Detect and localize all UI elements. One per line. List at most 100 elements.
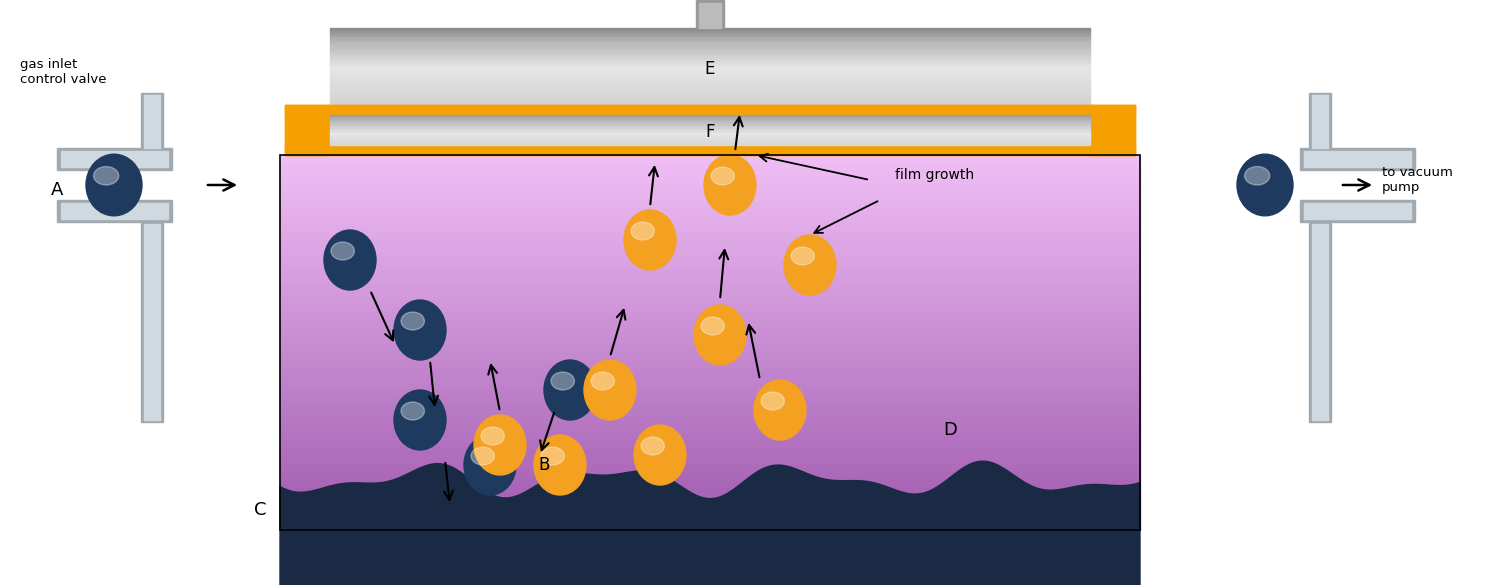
Bar: [280, 260, 1140, 264]
Bar: [330, 51, 1090, 54]
Bar: [330, 49, 1090, 51]
Ellipse shape: [584, 360, 636, 420]
Bar: [330, 30, 1090, 33]
Bar: [280, 204, 1140, 208]
Bar: [280, 170, 1140, 174]
Bar: [280, 399, 1140, 402]
Bar: [57, 148, 172, 170]
Text: B: B: [538, 456, 549, 474]
Bar: [330, 132, 1090, 133]
Bar: [280, 241, 1140, 245]
Bar: [330, 115, 1090, 116]
Bar: [1300, 148, 1414, 170]
Bar: [280, 410, 1140, 414]
Bar: [280, 331, 1140, 335]
Ellipse shape: [550, 372, 574, 390]
Ellipse shape: [704, 155, 756, 215]
Bar: [330, 140, 1090, 142]
Bar: [280, 519, 1140, 522]
Bar: [330, 129, 1090, 130]
Bar: [280, 249, 1140, 253]
Bar: [280, 511, 1140, 515]
Bar: [280, 436, 1140, 440]
Bar: [280, 380, 1140, 384]
Bar: [280, 376, 1140, 380]
Bar: [280, 429, 1140, 432]
Ellipse shape: [400, 312, 424, 330]
Ellipse shape: [542, 447, 564, 465]
Bar: [280, 504, 1140, 508]
Bar: [280, 485, 1140, 488]
Bar: [1090, 105, 1136, 155]
Bar: [330, 71, 1090, 74]
Bar: [280, 298, 1140, 301]
Bar: [280, 470, 1140, 474]
Bar: [280, 496, 1140, 500]
Bar: [280, 451, 1140, 455]
Bar: [141, 93, 164, 148]
Bar: [280, 395, 1140, 399]
Ellipse shape: [474, 415, 526, 475]
Bar: [1312, 224, 1328, 420]
Bar: [280, 448, 1140, 451]
Ellipse shape: [534, 435, 586, 495]
Bar: [280, 432, 1140, 436]
Bar: [280, 362, 1140, 365]
Ellipse shape: [700, 317, 724, 335]
Bar: [280, 526, 1140, 530]
Bar: [280, 414, 1140, 418]
Bar: [280, 166, 1140, 170]
Bar: [280, 155, 1140, 159]
Ellipse shape: [324, 230, 376, 290]
Bar: [280, 264, 1140, 267]
Bar: [280, 256, 1140, 260]
Bar: [280, 253, 1140, 256]
Bar: [330, 139, 1090, 140]
Bar: [280, 159, 1140, 163]
Bar: [280, 222, 1140, 226]
Bar: [330, 97, 1090, 100]
Text: to vacuum
pump: to vacuum pump: [1382, 166, 1454, 194]
Ellipse shape: [694, 305, 746, 365]
Bar: [280, 286, 1140, 290]
Bar: [144, 224, 160, 420]
Bar: [1312, 95, 1328, 148]
Bar: [280, 283, 1140, 286]
Bar: [280, 391, 1140, 395]
Bar: [280, 508, 1140, 511]
Ellipse shape: [784, 235, 836, 295]
Ellipse shape: [760, 392, 784, 410]
Bar: [696, 0, 724, 28]
Bar: [280, 463, 1140, 466]
Bar: [280, 309, 1140, 312]
Bar: [280, 500, 1140, 504]
Bar: [280, 493, 1140, 496]
Bar: [330, 46, 1090, 49]
Ellipse shape: [624, 210, 676, 270]
Ellipse shape: [93, 167, 118, 185]
Ellipse shape: [464, 435, 516, 495]
Bar: [330, 41, 1090, 43]
Bar: [330, 59, 1090, 61]
Bar: [280, 481, 1140, 485]
Bar: [280, 440, 1140, 444]
Bar: [330, 122, 1090, 124]
Bar: [280, 301, 1140, 305]
Ellipse shape: [790, 247, 814, 265]
Bar: [330, 133, 1090, 135]
Bar: [280, 466, 1140, 470]
Bar: [280, 294, 1140, 298]
Bar: [330, 127, 1090, 129]
Bar: [280, 219, 1140, 222]
Bar: [280, 320, 1140, 324]
Bar: [280, 230, 1140, 234]
Text: D: D: [944, 421, 957, 439]
Ellipse shape: [394, 390, 445, 450]
Bar: [280, 350, 1140, 354]
Ellipse shape: [471, 447, 495, 465]
Bar: [280, 342, 1140, 346]
Bar: [330, 102, 1090, 105]
Bar: [330, 116, 1090, 118]
Bar: [330, 82, 1090, 84]
Bar: [57, 200, 172, 222]
